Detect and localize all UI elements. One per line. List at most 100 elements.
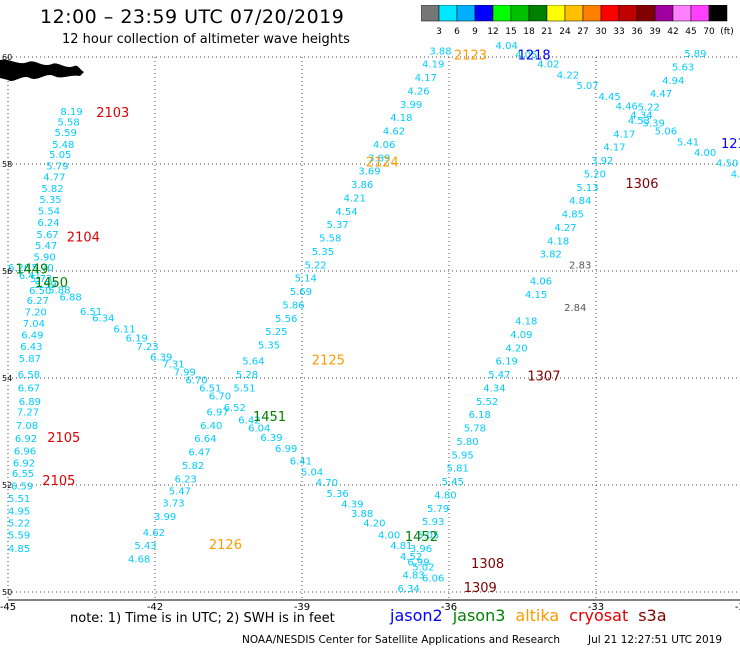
swh-value: 4.54 bbox=[335, 207, 357, 218]
swh-value: 5.79 bbox=[427, 504, 449, 515]
swh-value: 4.09 bbox=[510, 330, 532, 341]
swh-value: 5.13 bbox=[576, 183, 598, 194]
swh-value: 2.84 bbox=[564, 303, 586, 314]
swh-value: 3.86 bbox=[351, 180, 373, 191]
swh-value: 5.56 bbox=[275, 314, 297, 325]
swh-value: 4.22 bbox=[557, 70, 579, 81]
swh-value: 5.86 bbox=[282, 300, 304, 311]
swh-value: 4.53 bbox=[628, 116, 650, 127]
pass-number: 2105 bbox=[42, 474, 75, 489]
swh-value: 4.26 bbox=[407, 86, 429, 97]
swh-value: 7.08 bbox=[16, 421, 38, 432]
swh-value: 4.17 bbox=[603, 143, 625, 154]
swh-value: 6.99 bbox=[407, 557, 429, 568]
swh-value: 6.06 bbox=[422, 573, 444, 584]
pass-number: 2126 bbox=[209, 538, 242, 553]
swh-value: 5.78 bbox=[464, 424, 486, 435]
swh-value: 5.25 bbox=[265, 327, 287, 338]
swh-value: 5.64 bbox=[242, 357, 264, 368]
swh-value: 5.51 bbox=[233, 383, 255, 394]
swh-value: 6.34 bbox=[92, 313, 114, 324]
pass-number: 121 bbox=[721, 137, 740, 152]
pass-number: 2103 bbox=[96, 106, 129, 121]
satellite-jason3: jason3 bbox=[453, 606, 506, 625]
footer: NOAA/NESDIS Center for Satellite Applica… bbox=[242, 634, 722, 646]
swh-value: 5.52 bbox=[476, 397, 498, 408]
swh-value: 5.95 bbox=[451, 450, 473, 461]
swh-value: 5.35 bbox=[312, 247, 334, 258]
swh-value: 6.18 bbox=[469, 410, 491, 421]
swh-value: 6.88 bbox=[59, 292, 81, 303]
swh-value: 5.87 bbox=[19, 354, 41, 365]
swh-value: 5.51 bbox=[8, 494, 30, 505]
swh-value: 4.20 bbox=[505, 343, 527, 354]
lon-tick-label: -39 bbox=[294, 602, 310, 610]
swh-value: 5.82 bbox=[41, 184, 63, 195]
swh-value: 5.45 bbox=[442, 477, 464, 488]
swh-value: 5.36 bbox=[327, 489, 349, 500]
swh-value: 6.92 bbox=[15, 434, 37, 445]
swh-value: 4.85 bbox=[562, 210, 584, 221]
swh-value: 5.22 bbox=[638, 103, 660, 114]
swh-value: 8.19 bbox=[60, 107, 82, 118]
swh-value: 5.47 bbox=[488, 370, 510, 381]
lat-tick-label: 56 bbox=[2, 267, 12, 276]
swh-value: 5.04 bbox=[301, 467, 323, 478]
swh-value: 5.80 bbox=[456, 437, 478, 448]
swh-value: 5.43 bbox=[134, 541, 156, 552]
swh-value: 5.93 bbox=[422, 517, 444, 528]
greenland-coast bbox=[0, 60, 84, 81]
swh-value: 5.89 bbox=[684, 49, 706, 60]
swh-value: 5.22 bbox=[8, 519, 30, 530]
pass-number: 2123 bbox=[454, 49, 487, 64]
swh-value: 5.35 bbox=[258, 341, 280, 352]
swh-value: 4.18 bbox=[515, 317, 537, 328]
swh-value: 4.19 bbox=[422, 60, 444, 71]
track-1450: 6.266.415.995.886.886.516.346.116.197.23… bbox=[8, 263, 444, 584]
swh-value: 4.17 bbox=[415, 73, 437, 84]
swh-value: 3.99 bbox=[154, 512, 176, 523]
lat-tick-label: 60 bbox=[2, 53, 12, 62]
swh-value: 3.73 bbox=[162, 498, 184, 509]
swh-value: 4.58 bbox=[731, 169, 740, 180]
swh-value: 5.28 bbox=[236, 370, 258, 381]
swh-value: 4.06 bbox=[373, 140, 395, 151]
pass-number: 2104 bbox=[67, 231, 100, 246]
pass-number: 2125 bbox=[312, 354, 345, 369]
swh-value: 3.88 bbox=[429, 46, 451, 57]
pass-number: 1307 bbox=[527, 370, 560, 385]
swh-value: 5.07 bbox=[576, 81, 598, 92]
swh-value: 6.67 bbox=[18, 383, 40, 394]
swh-value: 4.62 bbox=[383, 127, 405, 138]
lon-tick-label: -45 bbox=[0, 602, 16, 610]
track-cryosat-gray: 2.832.84 bbox=[564, 260, 591, 314]
swh-value: 7.27 bbox=[17, 407, 39, 418]
lon-tick-label: -42 bbox=[147, 602, 163, 610]
lat-tick-label: 52 bbox=[2, 481, 12, 490]
pass-number: 2105 bbox=[47, 431, 80, 446]
swh-value: 4.15 bbox=[525, 290, 547, 301]
pass-number: 1452 bbox=[405, 530, 438, 545]
swh-value: 4.85 bbox=[8, 544, 30, 555]
swh-value: 6.40 bbox=[200, 421, 222, 432]
swh-value: 5.47 bbox=[35, 241, 57, 252]
swh-value: 5.47 bbox=[169, 487, 191, 498]
pass-number: 2124 bbox=[366, 156, 399, 171]
swh-value: 6.24 bbox=[37, 218, 59, 229]
lat-tick-label: 50 bbox=[2, 588, 12, 597]
swh-value: 5.22 bbox=[304, 260, 326, 271]
swh-value: 4.77 bbox=[43, 173, 65, 184]
swh-value: 4.83 bbox=[402, 571, 424, 582]
swh-value: 6.64 bbox=[194, 434, 216, 445]
swh-value: 6.58 bbox=[18, 370, 40, 381]
lat-tick-label: 58 bbox=[2, 160, 12, 169]
swh-value: 5.67 bbox=[36, 230, 58, 241]
swh-value: 5.35 bbox=[39, 195, 61, 206]
swh-value: 4.62 bbox=[143, 528, 165, 539]
pass-number: 1309 bbox=[464, 581, 497, 596]
footer-timestamp: Jul 21 12:27:51 UTC 2019 bbox=[588, 634, 722, 646]
swh-value: 6.55 bbox=[12, 469, 34, 480]
swh-value: 7.04 bbox=[23, 319, 45, 330]
swh-value: 4.47 bbox=[650, 89, 672, 100]
swh-value: 5.90 bbox=[33, 252, 55, 263]
